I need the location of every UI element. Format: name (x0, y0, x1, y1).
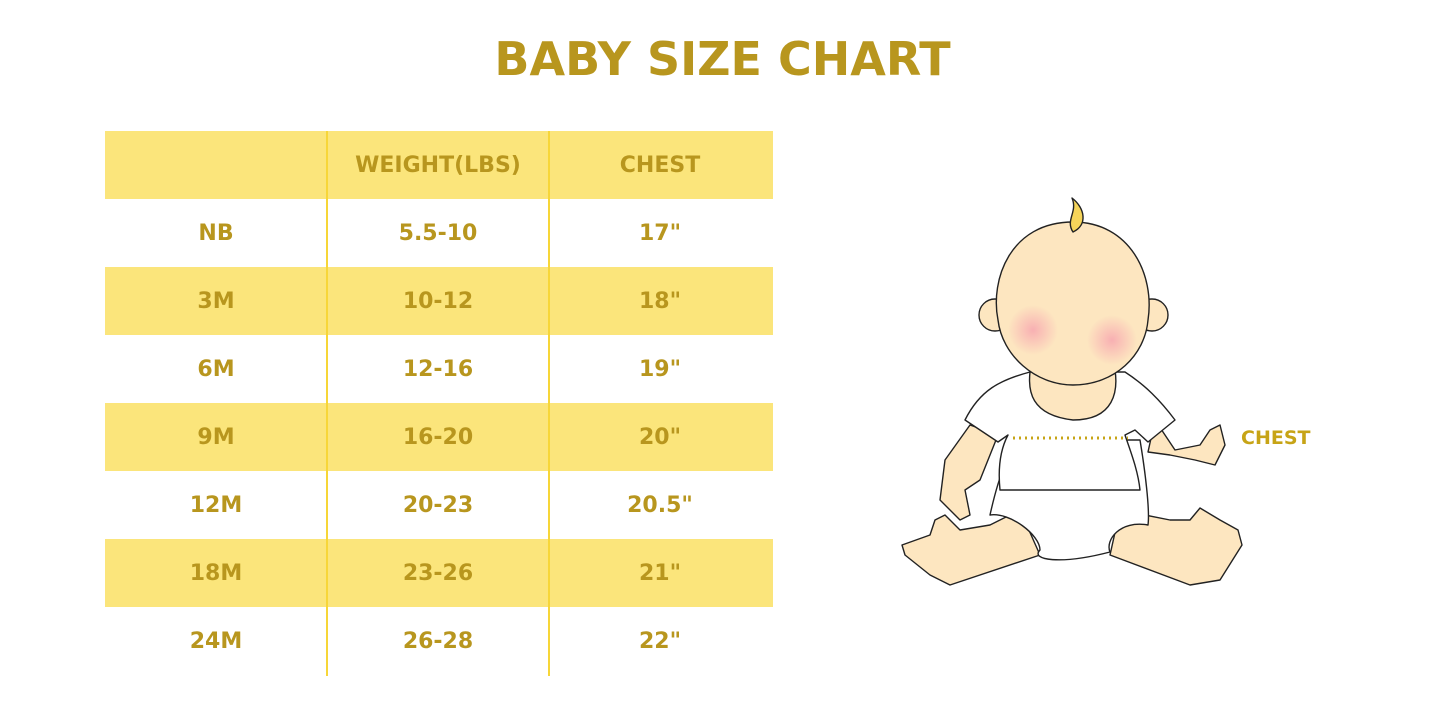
table-header-row: WEIGHT(LBS) CHEST (105, 131, 773, 199)
table-row: 24M 26-28 22" (105, 607, 773, 675)
header-cell: CHEST (619, 152, 701, 178)
size-cell: 18M (189, 560, 243, 586)
chest-cell: 20" (638, 424, 682, 450)
chest-cell: 22" (638, 628, 682, 654)
table-row: 9M 16-20 20" (105, 403, 773, 471)
size-cell: 12M (189, 492, 243, 518)
right-cheek (1087, 315, 1137, 365)
column-divider (548, 131, 550, 676)
chest-cell: 20.5" (627, 492, 693, 518)
weight-cell: 20-23 (402, 492, 474, 518)
table-row: 3M 10-12 18" (105, 267, 773, 335)
right-arm (1147, 419, 1226, 466)
header-cell (105, 131, 327, 199)
size-table: WEIGHT(LBS) CHEST NB 5.5-10 17" 3M 10-12… (105, 131, 773, 675)
chest-cell: 19" (638, 356, 682, 382)
left-cheek (1008, 305, 1058, 355)
header-cell: WEIGHT(LBS) (355, 152, 521, 178)
baby-illustration (901, 197, 1243, 586)
left-arm (939, 424, 999, 521)
size-cell: 3M (197, 288, 235, 314)
table-row: 18M 23-26 21" (105, 539, 773, 607)
weight-cell: 16-20 (402, 424, 474, 450)
page-title: BABY SIZE CHART (494, 32, 951, 86)
weight-cell: 12-16 (402, 356, 474, 382)
chest-cell: 18" (638, 288, 682, 314)
right-foot (1109, 507, 1243, 586)
weight-cell: 26-28 (402, 628, 474, 654)
weight-cell: 5.5-10 (398, 220, 478, 246)
table-row: 6M 12-16 19" (105, 335, 773, 403)
chest-cell: 17" (638, 220, 682, 246)
table-row: NB 5.5-10 17" (105, 199, 773, 267)
weight-cell: 23-26 (402, 560, 474, 586)
weight-cell: 10-12 (402, 288, 474, 314)
size-cell: NB (198, 220, 234, 246)
size-cell: 9M (197, 424, 235, 450)
hair-curl (1069, 197, 1084, 233)
size-cell: 6M (197, 356, 235, 382)
size-cell: 24M (189, 628, 243, 654)
chest-cell: 21" (638, 560, 682, 586)
column-divider (326, 131, 328, 676)
chest-label: CHEST (1241, 427, 1311, 449)
shirt (964, 371, 1176, 491)
table-row: 12M 20-23 20.5" (105, 471, 773, 539)
